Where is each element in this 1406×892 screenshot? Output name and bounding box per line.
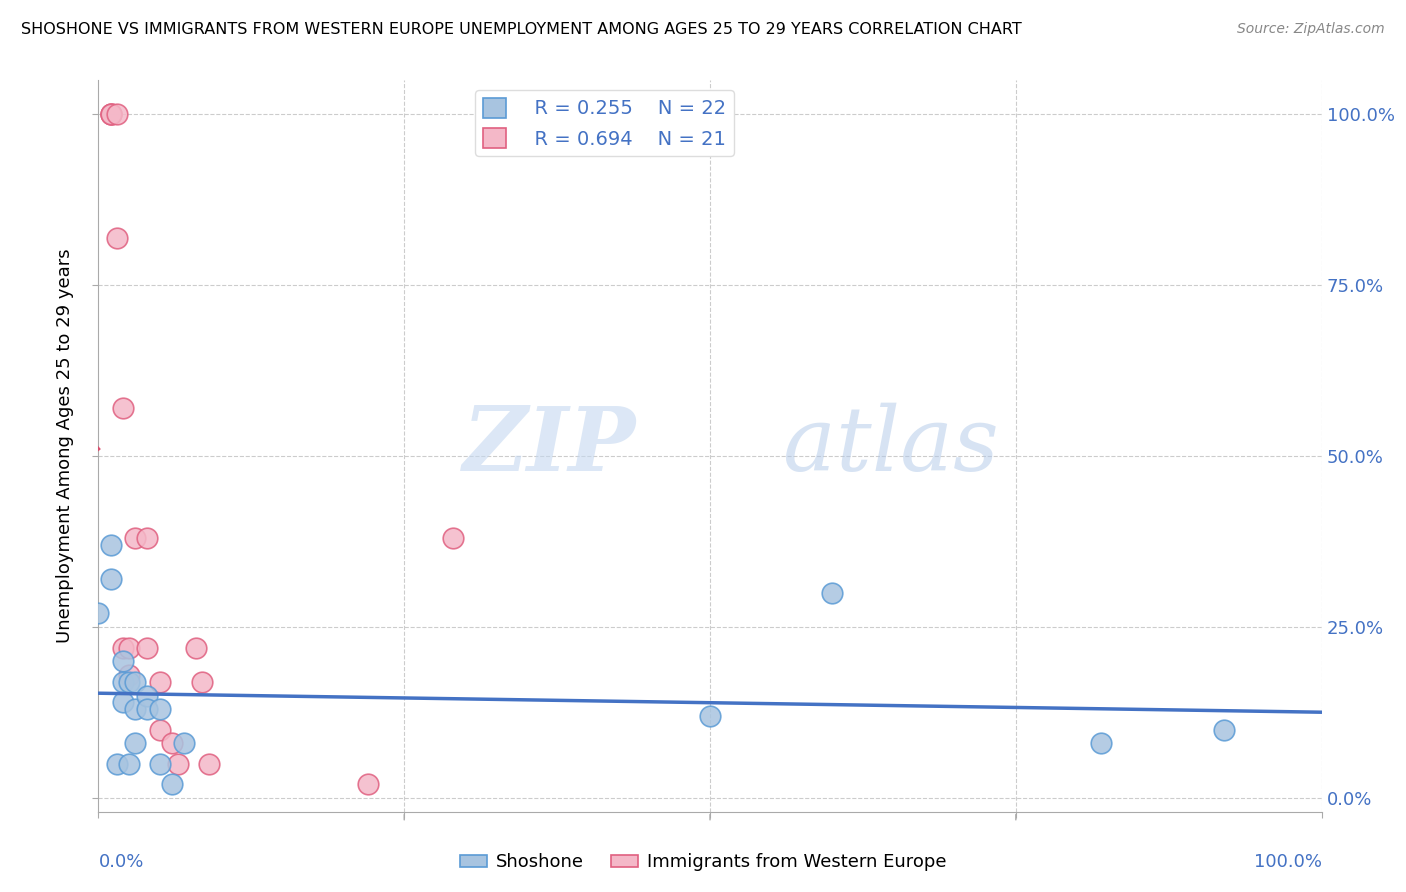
Point — [87, 607, 110, 621]
Point — [100, 107, 122, 121]
Point — [186, 640, 208, 655]
Point — [111, 654, 134, 668]
Point — [136, 702, 159, 716]
Point — [111, 674, 134, 689]
Point — [149, 674, 172, 689]
Point — [100, 538, 122, 552]
Point — [136, 640, 159, 655]
Point — [124, 674, 146, 689]
Point — [149, 723, 172, 737]
Point — [136, 531, 159, 545]
Point — [149, 702, 172, 716]
Point — [356, 777, 378, 791]
Point — [118, 668, 141, 682]
Text: ZIP: ZIP — [463, 403, 637, 489]
Point — [118, 674, 141, 689]
Point — [699, 709, 721, 723]
Point — [173, 736, 195, 750]
Point — [111, 640, 134, 655]
Point — [111, 695, 134, 709]
Point — [1090, 736, 1112, 750]
Point — [105, 230, 128, 244]
Point — [191, 674, 214, 689]
Legend:   R = 0.255    N = 22,   R = 0.694    N = 21: R = 0.255 N = 22, R = 0.694 N = 21 — [475, 90, 734, 156]
Point — [124, 531, 146, 545]
Point — [124, 736, 146, 750]
Point — [100, 572, 122, 586]
Text: atlas: atlas — [783, 402, 1000, 490]
Point — [100, 107, 122, 121]
Point — [124, 702, 146, 716]
Point — [105, 756, 128, 771]
Point — [136, 689, 159, 703]
Point — [441, 531, 464, 545]
Point — [167, 756, 190, 771]
Text: 0.0%: 0.0% — [98, 853, 143, 871]
Text: SHOSHONE VS IMMIGRANTS FROM WESTERN EUROPE UNEMPLOYMENT AMONG AGES 25 TO 29 YEAR: SHOSHONE VS IMMIGRANTS FROM WESTERN EURO… — [21, 22, 1022, 37]
Point — [197, 756, 219, 771]
Point — [160, 777, 183, 791]
Point — [118, 756, 141, 771]
Point — [100, 107, 122, 121]
Point — [111, 401, 134, 416]
Point — [160, 736, 183, 750]
Point — [1212, 723, 1234, 737]
Point — [118, 640, 141, 655]
Point — [105, 107, 128, 121]
Y-axis label: Unemployment Among Ages 25 to 29 years: Unemployment Among Ages 25 to 29 years — [56, 249, 75, 643]
Text: 100.0%: 100.0% — [1254, 853, 1322, 871]
Point — [149, 756, 172, 771]
Legend: Shoshone, Immigrants from Western Europe: Shoshone, Immigrants from Western Europe — [453, 847, 953, 879]
Point — [821, 586, 844, 600]
Text: Source: ZipAtlas.com: Source: ZipAtlas.com — [1237, 22, 1385, 37]
